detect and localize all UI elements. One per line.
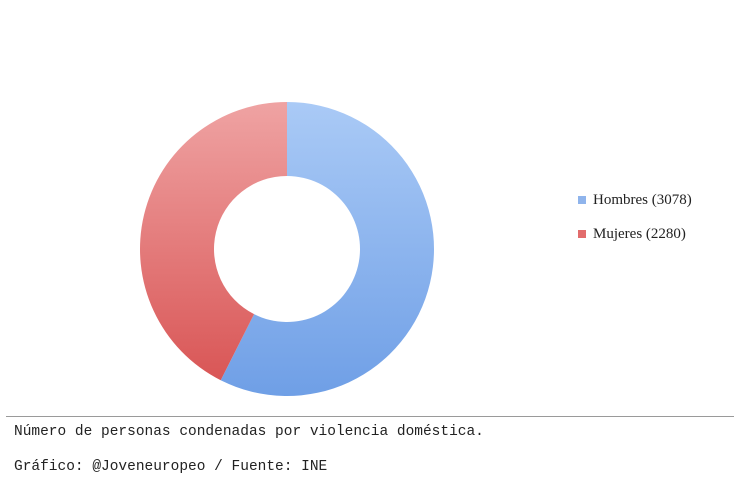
legend-item-mujeres: Mujeres (2280) — [578, 223, 692, 245]
legend-item-hombres: Hombres (3078) — [578, 189, 692, 211]
caption-title: Número de personas condenadas por violen… — [14, 424, 484, 440]
donut-slice-hombres — [220, 102, 435, 396]
legend-label-mujeres: Mujeres (2280) — [593, 225, 686, 242]
caption-divider — [6, 416, 734, 417]
chart-legend: Hombres (3078) Mujeres (2280) — [578, 189, 692, 257]
legend-label-hombres: Hombres (3078) — [593, 191, 692, 208]
legend-swatch-mujeres — [578, 230, 586, 238]
donut-slice-mujeres — [140, 101, 287, 381]
legend-swatch-hombres — [578, 196, 586, 204]
caption-source: Gráfico: @Joveneuropeo / Fuente: INE — [14, 459, 328, 475]
